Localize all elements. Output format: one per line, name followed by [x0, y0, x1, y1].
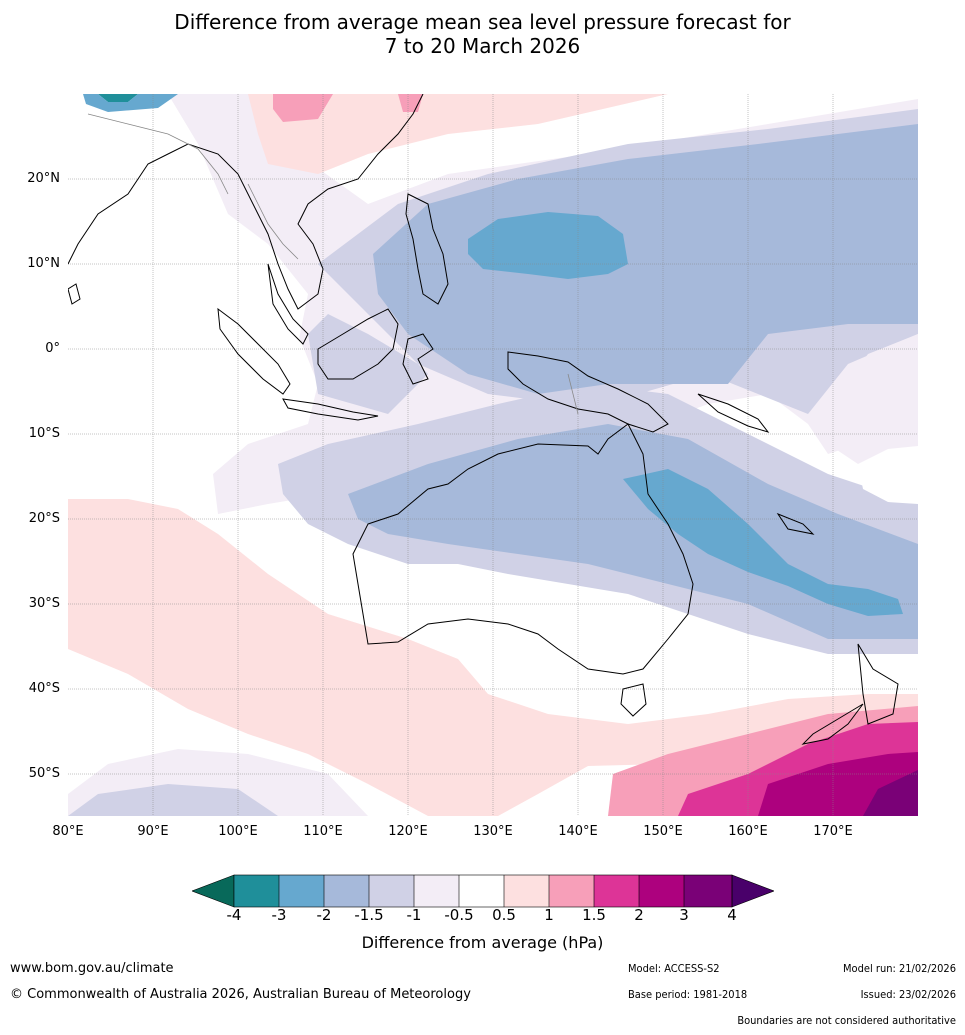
colorbar-swatch-1 — [234, 875, 279, 907]
lon-label-110e: 110°E — [303, 824, 343, 839]
sulawesi-coastline — [402, 333, 434, 385]
colorbar-tick-minus-3: -3 — [271, 906, 287, 924]
lat-label-20s: 20°S — [28, 511, 60, 526]
lat-label-20n: 20°N — [27, 171, 60, 186]
new-zealand-south-coastline — [801, 703, 864, 745]
chart-title-line-1: Difference from average mean sea level p… — [174, 10, 791, 34]
lon-label-150e: 150°E — [643, 824, 683, 839]
lat-label-10n: 10°N — [27, 256, 60, 271]
copyright-text: © Commonwealth of Australia 2026, Austra… — [10, 987, 471, 1002]
contour-minus-1.5-southwest — [68, 784, 278, 816]
colorbar-swatch-6 — [459, 875, 504, 907]
contour-plus-3-southeast — [863, 770, 918, 816]
map-canvas — [68, 94, 918, 816]
disclaimer-text: Boundaries are not considered authoritat… — [737, 1014, 956, 1027]
contour-neutral-east — [858, 446, 918, 504]
colorbar — [192, 874, 774, 908]
colorbar-tick-minus-0.5: -0.5 — [444, 906, 474, 924]
colorbar-tick-4: 4 — [727, 906, 737, 924]
model-label: Model: ACCESS-S2 — [628, 962, 720, 975]
colorbar-swatch-5 — [414, 875, 459, 907]
contour-minus-2-south — [348, 424, 918, 639]
colorbar-tick-1.5: 1.5 — [582, 906, 606, 924]
issued-label: Issued: 23/02/2026 — [860, 988, 956, 1001]
new-zealand-north-coastline — [857, 643, 899, 725]
asia-mainland-coastline — [68, 94, 424, 310]
colorbar-tick-0.5: 0.5 — [492, 906, 516, 924]
contour-minus-3-corner — [83, 94, 178, 112]
borneo-coastline — [317, 308, 399, 380]
new-guinea-coastline — [507, 351, 669, 433]
contour-plus-0.5-south — [68, 499, 918, 816]
lon-label-160e: 160°E — [728, 824, 768, 839]
colorbar-swatch-11 — [684, 875, 732, 907]
philippines-coastline — [405, 193, 449, 305]
australia-coastline — [352, 423, 694, 675]
lat-label-0: 0° — [45, 341, 60, 356]
contour-neutral-asia — [68, 94, 308, 344]
contour-minus-3-north — [468, 212, 628, 279]
colorbar-title: Difference from average (hPa) — [361, 933, 604, 952]
tasmania-coastline — [620, 683, 647, 717]
base-period-label: Base period: 1981-2018 — [628, 988, 748, 1001]
colorbar-swatch-9 — [594, 875, 639, 907]
colorbar-tick-3: 3 — [679, 906, 689, 924]
solomon-islands-coastline — [697, 393, 770, 433]
model-run-label: Model run: 21/02/2026 — [843, 962, 956, 975]
country-borders — [87, 113, 579, 415]
lat-label-50s: 50°S — [28, 766, 60, 781]
coastlines — [68, 94, 899, 745]
colorbar-tick-minus-4: -4 — [226, 906, 242, 924]
contour-plus-0.5-north — [248, 94, 668, 174]
lon-label-170e: 170°E — [813, 824, 853, 839]
lon-label-90e: 90°E — [137, 824, 169, 839]
map-panel[interactable] — [68, 94, 918, 816]
colorbar-tick-minus-1.5: -1.5 — [354, 906, 384, 924]
sri-lanka-coastline — [68, 283, 81, 305]
colorbar-tick-minus-1: -1 — [406, 906, 422, 924]
lon-label-80e: 80°E — [52, 824, 84, 839]
lon-label-130e: 130°E — [473, 824, 513, 839]
malay-peninsula-coastline — [267, 263, 309, 345]
lat-gridlines — [68, 178, 918, 775]
colorbar-tick-2: 2 — [634, 906, 644, 924]
colorbar-swatch-10 — [639, 875, 684, 907]
colorbar-swatch-2 — [279, 875, 324, 907]
colorbar-swatch-3 — [324, 875, 369, 907]
lat-label-30s: 30°S — [28, 596, 60, 611]
lon-label-120e: 120°E — [388, 824, 428, 839]
colorbar-tick-1: 1 — [544, 906, 554, 924]
lon-label-140e: 140°E — [558, 824, 598, 839]
lat-label-10s: 10°S — [28, 426, 60, 441]
new-caledonia-coastline — [776, 512, 815, 535]
contour-minus-1-east — [828, 334, 918, 464]
chart-title-line-2: 7 to 20 March 2026 — [384, 34, 581, 58]
lon-label-100e: 100°E — [218, 824, 258, 839]
contour-minus-3-south — [623, 469, 903, 616]
colorbar-arrow-min — [192, 874, 235, 908]
colorbar-arrow-max — [731, 874, 774, 908]
contour-minus-4-corner — [98, 94, 138, 102]
java-coastline — [282, 398, 379, 421]
lat-label-40s: 40°S — [28, 681, 60, 696]
sumatra-coastline — [217, 307, 291, 395]
website-link[interactable]: www.bom.gov.au/climate — [10, 961, 174, 976]
colorbar-swatch-4 — [369, 875, 414, 907]
colorbar-swatch-8 — [549, 875, 594, 907]
contour-minus-2-band — [373, 124, 918, 394]
colorbar-swatch-7 — [504, 875, 549, 907]
contour-plus-1-north — [273, 94, 333, 122]
lon-gridlines — [152, 94, 834, 816]
colorbar-tick-minus-2: -2 — [316, 906, 332, 924]
